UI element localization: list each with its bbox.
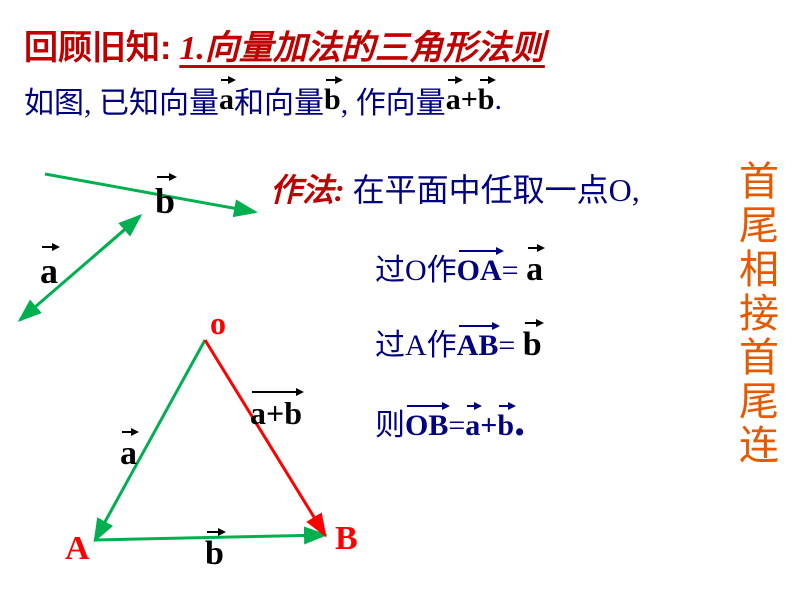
tri-OA	[95, 340, 205, 540]
lbl-B: B	[335, 520, 358, 558]
lbl-tri-b: b	[205, 535, 224, 573]
lbl-upper-a: a	[40, 250, 58, 292]
lbl-upper-b: b	[155, 180, 175, 222]
lbl-A: A	[65, 530, 90, 568]
lbl-tri-ab: a+b	[250, 395, 302, 432]
lbl-O: o	[210, 305, 226, 342]
lbl-tri-a: a	[120, 435, 137, 473]
diagram-svg	[0, 0, 800, 600]
upper-vec-b-line	[45, 174, 255, 212]
tri-OB	[205, 340, 325, 535]
upper-vec-a-line-up	[100, 216, 140, 251]
